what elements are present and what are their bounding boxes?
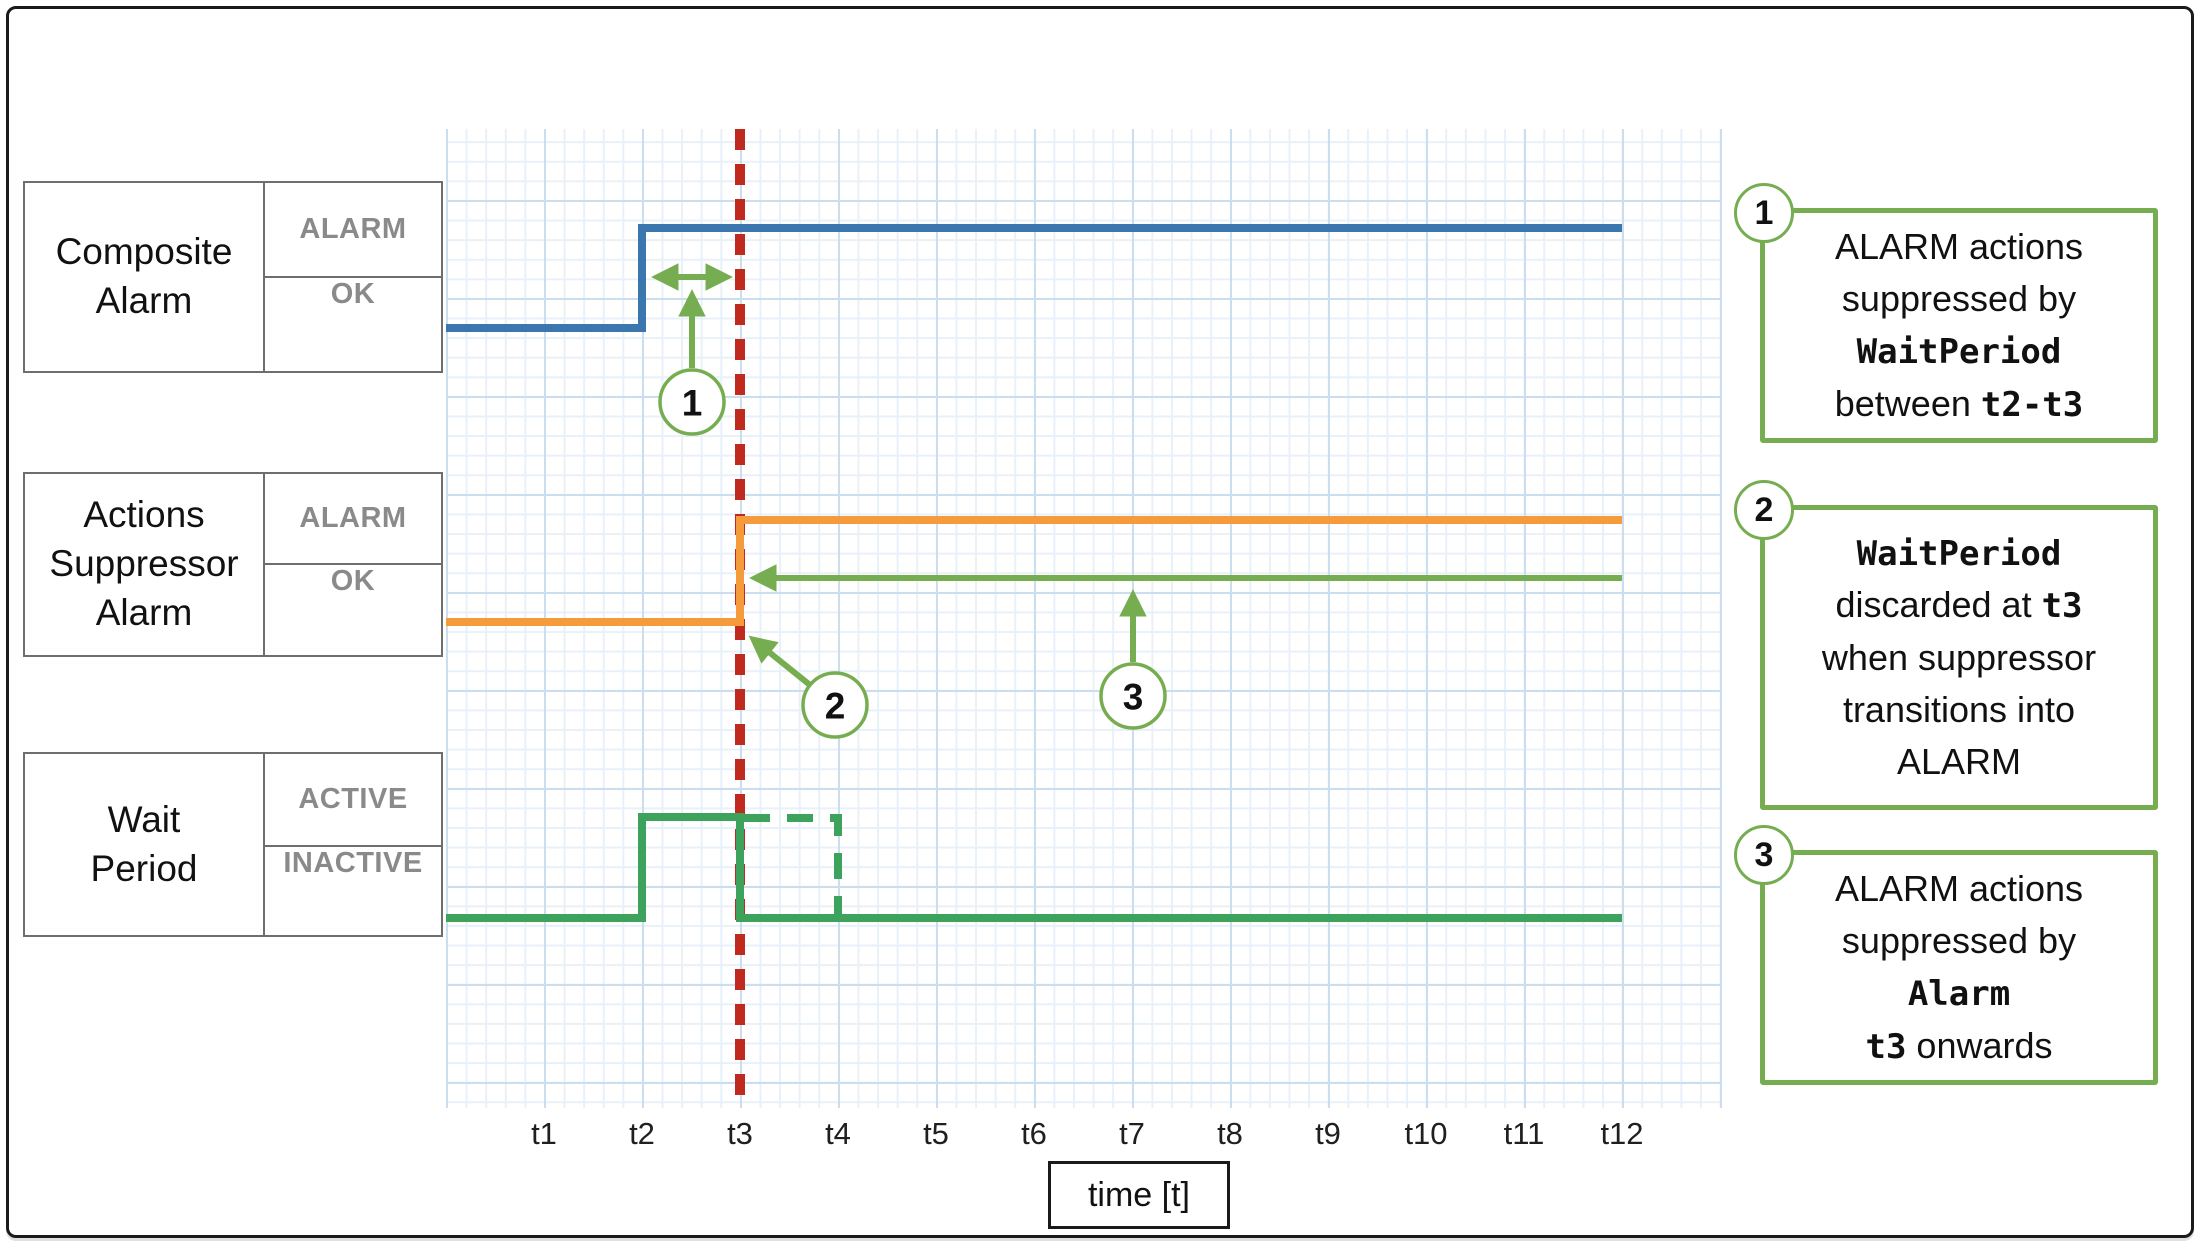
callout-3-number: 3 (1123, 676, 1144, 717)
annotation-line: Alarm (1907, 974, 2011, 1015)
legend-state-column: ALARM OK (265, 183, 441, 371)
tick-label-t8: t8 (1217, 1116, 1243, 1151)
tick-label-t3: t3 (727, 1116, 753, 1151)
legend-row-name: Actions Suppressor Alarm (25, 474, 265, 655)
state-label-ok: OK (330, 278, 376, 310)
annotation-line: transitions into (1842, 688, 2076, 730)
state-label-alarm: ALARM (265, 474, 441, 565)
annotation-line: WaitPeriod (1856, 533, 2062, 574)
annotation-line: suppressed by (1841, 920, 2077, 962)
legend-state-column: ALARM OK (265, 474, 441, 655)
tick-label-t11: t11 (1503, 1116, 1545, 1151)
annotation-line: WaitPeriod (1856, 332, 2062, 373)
state-label-ok: OK (330, 565, 376, 597)
tick-label-t6: t6 (1021, 1116, 1047, 1151)
state-label-alarm: ALARM (265, 183, 441, 278)
annotation-1-text: ALARM actions suppressed by WaitPeriod betw… (1835, 221, 2083, 430)
tick-label-t7: t7 (1119, 1116, 1145, 1151)
annotation-box-2: WaitPeriod discarded at t3 when suppressor… (1760, 505, 2158, 810)
legend-state-column: ACTIVE INACTIVE (265, 754, 441, 935)
tick-label-t5: t5 (923, 1116, 949, 1151)
legend-composite-alarm: Composite Alarm ALARM OK (23, 181, 443, 373)
tick-label-t2: t2 (629, 1116, 655, 1151)
annotation-box-3: ALARM actions suppressed by Alarm t3 onward… (1760, 850, 2158, 1085)
callout-2-arrow (748, 635, 812, 688)
legend-row-name: Composite Alarm (25, 183, 265, 371)
annotation-line: when suppressor (1821, 636, 2097, 678)
outer-frame (6, 6, 2194, 1238)
annotation-line: suppressed by (1841, 278, 2077, 320)
annotation-line: discarded at t3 (1835, 584, 2083, 627)
annotation-3-text: ALARM actions suppressed by Alarm t3 onward… (1835, 863, 2083, 1072)
annotation-line: ALARM actions (1834, 226, 2084, 268)
callout-2-number: 2 (825, 685, 846, 726)
time-axis-label-box: time [t] (1048, 1161, 1230, 1229)
callout-2-circle: 2 (801, 671, 869, 739)
tick-label-t12: t12 (1600, 1116, 1644, 1151)
suppressor-alarm-line (446, 516, 1622, 626)
tick-label-t4: t4 (825, 1116, 851, 1151)
tick-label-t9: t9 (1315, 1116, 1341, 1151)
tick-label-t10: t10 (1404, 1116, 1448, 1151)
state-label-inactive: INACTIVE (283, 847, 423, 879)
annotation-line: between t2-t3 (1834, 382, 2084, 425)
chart-grid (446, 129, 1722, 1108)
callout-1-circle: 1 (658, 368, 726, 436)
annotation-line: ALARM (1896, 740, 2022, 782)
time-axis-label: time [t] (1087, 1175, 1191, 1214)
callout-3-circle: 3 (1099, 662, 1167, 730)
annotation-2-text: WaitPeriod discarded at t3 when suppressor… (1822, 527, 2096, 788)
callout-1-number: 1 (682, 382, 703, 423)
annotation-line: t3 onwards (1865, 1024, 2053, 1067)
annotation-line: ALARM actions (1834, 868, 2084, 910)
annotation-2-number-badge: 2 (1734, 480, 1794, 540)
annotation-box-1: ALARM actions suppressed by WaitPeriod betw… (1760, 208, 2158, 443)
state-label-active: ACTIVE (265, 754, 441, 847)
legend-wait-period: Wait Period ACTIVE INACTIVE (23, 752, 443, 937)
wait-period-ghost-line (744, 814, 842, 918)
annotation-3-number-badge: 3 (1734, 825, 1794, 885)
annotation-1-number-badge: 1 (1734, 183, 1794, 243)
legend-actions-suppressor-alarm: Actions Suppressor Alarm ALARM OK (23, 472, 443, 657)
tick-label-t1: t1 (531, 1116, 557, 1151)
wait-period-line (446, 813, 1622, 922)
legend-row-name: Wait Period (25, 754, 265, 935)
composite-alarm-line (446, 224, 1622, 332)
